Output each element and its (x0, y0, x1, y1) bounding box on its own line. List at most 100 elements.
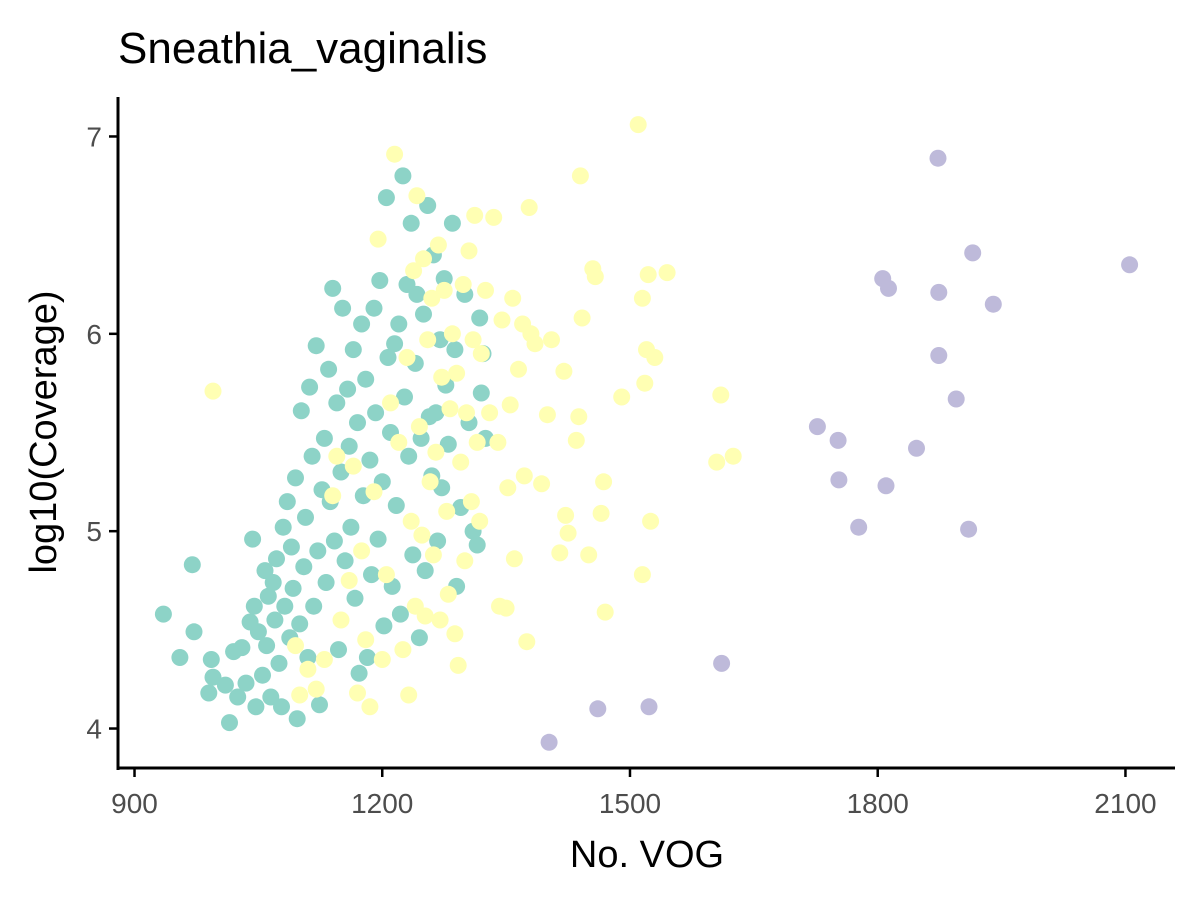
scatter-point (357, 370, 375, 388)
scatter-point (543, 331, 560, 349)
scatter-point (446, 341, 464, 359)
scatter-point (808, 418, 826, 436)
scatter-point (415, 250, 432, 268)
scatter-point (328, 447, 346, 465)
scatter-point (540, 733, 558, 751)
scatter-point (353, 542, 371, 560)
y-tick-label: 7 (86, 121, 102, 152)
scatter-point (200, 684, 218, 702)
scatter-point (413, 526, 431, 544)
scatter-point (416, 607, 434, 625)
scatter-point (386, 145, 404, 163)
scatter-point (336, 552, 354, 570)
scatter-point (307, 680, 325, 698)
scatter-point (472, 384, 490, 402)
y-axis-label: log10(Coverage) (23, 290, 65, 573)
scatter-point (466, 206, 484, 224)
scatter-point (592, 504, 610, 522)
scatter-point (353, 315, 371, 333)
scatter-point (334, 299, 352, 317)
scatter-point (350, 664, 368, 682)
scatter-point (464, 331, 482, 349)
scatter-point (518, 633, 536, 651)
scatter-point (443, 325, 461, 343)
scatter-point (363, 566, 380, 584)
scatter-point (361, 451, 379, 469)
scatter-point (254, 666, 271, 684)
scatter-point (266, 611, 284, 629)
scatter-point (390, 433, 408, 451)
scatter-point (433, 368, 451, 386)
scatter-point (216, 676, 234, 694)
scatter-point (960, 520, 978, 538)
scatter-point (325, 532, 343, 550)
scatter-point (379, 349, 397, 366)
x-tick-label: 2100 (1094, 788, 1156, 819)
scatter-point (410, 629, 428, 647)
scatter-point (361, 698, 379, 716)
scatter-point (538, 406, 556, 424)
scatter-point (291, 686, 309, 704)
scatter-point (387, 497, 405, 514)
scatter-point (629, 116, 647, 134)
scatter-point (284, 579, 302, 597)
scatter-point (259, 587, 277, 605)
scatter-point (557, 506, 575, 524)
y-tick-label: 6 (86, 319, 102, 350)
scatter-point (505, 550, 523, 568)
scatter-point (183, 556, 201, 574)
scatter-point (377, 566, 395, 584)
scatter-point (947, 390, 965, 408)
y-tick-label: 4 (86, 714, 102, 745)
x-tick-label: 1200 (351, 788, 413, 819)
scatter-point (237, 674, 255, 692)
scatter-point (435, 270, 453, 288)
scatter-point (570, 408, 588, 426)
scatter-point (510, 360, 527, 378)
scatter-point (468, 536, 486, 554)
scatter-point (595, 473, 613, 491)
x-axis-ticks: 900 1200 1500 1800 2100 (111, 768, 1157, 819)
scatter-point (390, 315, 408, 333)
x-tick-label: 1800 (847, 788, 909, 819)
scatter-point (291, 615, 309, 633)
scatter-point (929, 149, 947, 167)
scatter-point (278, 493, 296, 511)
scatter-point (571, 167, 589, 185)
scatter-point (369, 230, 387, 248)
scatter-point (410, 418, 428, 436)
scatter-point (332, 611, 350, 629)
scatter-point (245, 597, 263, 615)
scatter-point (460, 242, 478, 260)
scatter-point (1121, 256, 1139, 274)
scatter-point (299, 649, 317, 666)
scatter-point (320, 360, 338, 378)
scatter-point (262, 688, 280, 706)
scatter-point (633, 566, 651, 584)
scatter-point (930, 347, 948, 364)
scatter-point (305, 597, 323, 615)
scatter-point (458, 404, 475, 422)
scatter-point (429, 236, 447, 254)
scatter-point (452, 453, 470, 471)
scatter-point (377, 189, 395, 207)
scatter-point (499, 479, 517, 497)
scatter-point (485, 208, 503, 226)
scatter-point (204, 382, 222, 400)
scatter-point (247, 698, 265, 716)
scatter-point (559, 524, 577, 542)
scatter-point (398, 349, 416, 366)
scatter-point (340, 437, 358, 455)
scatter-point (154, 605, 172, 623)
scatter-point (202, 651, 220, 668)
scatter-point (408, 187, 426, 205)
scatter-point (394, 641, 412, 659)
scatter-point (443, 214, 461, 232)
scatter-point (642, 512, 660, 530)
scatter-point (431, 611, 449, 629)
scatter-point (400, 686, 418, 704)
scatter-point (185, 623, 203, 641)
scatter-point (639, 266, 657, 284)
scatter-point (429, 532, 447, 550)
scatter-point (454, 276, 472, 293)
